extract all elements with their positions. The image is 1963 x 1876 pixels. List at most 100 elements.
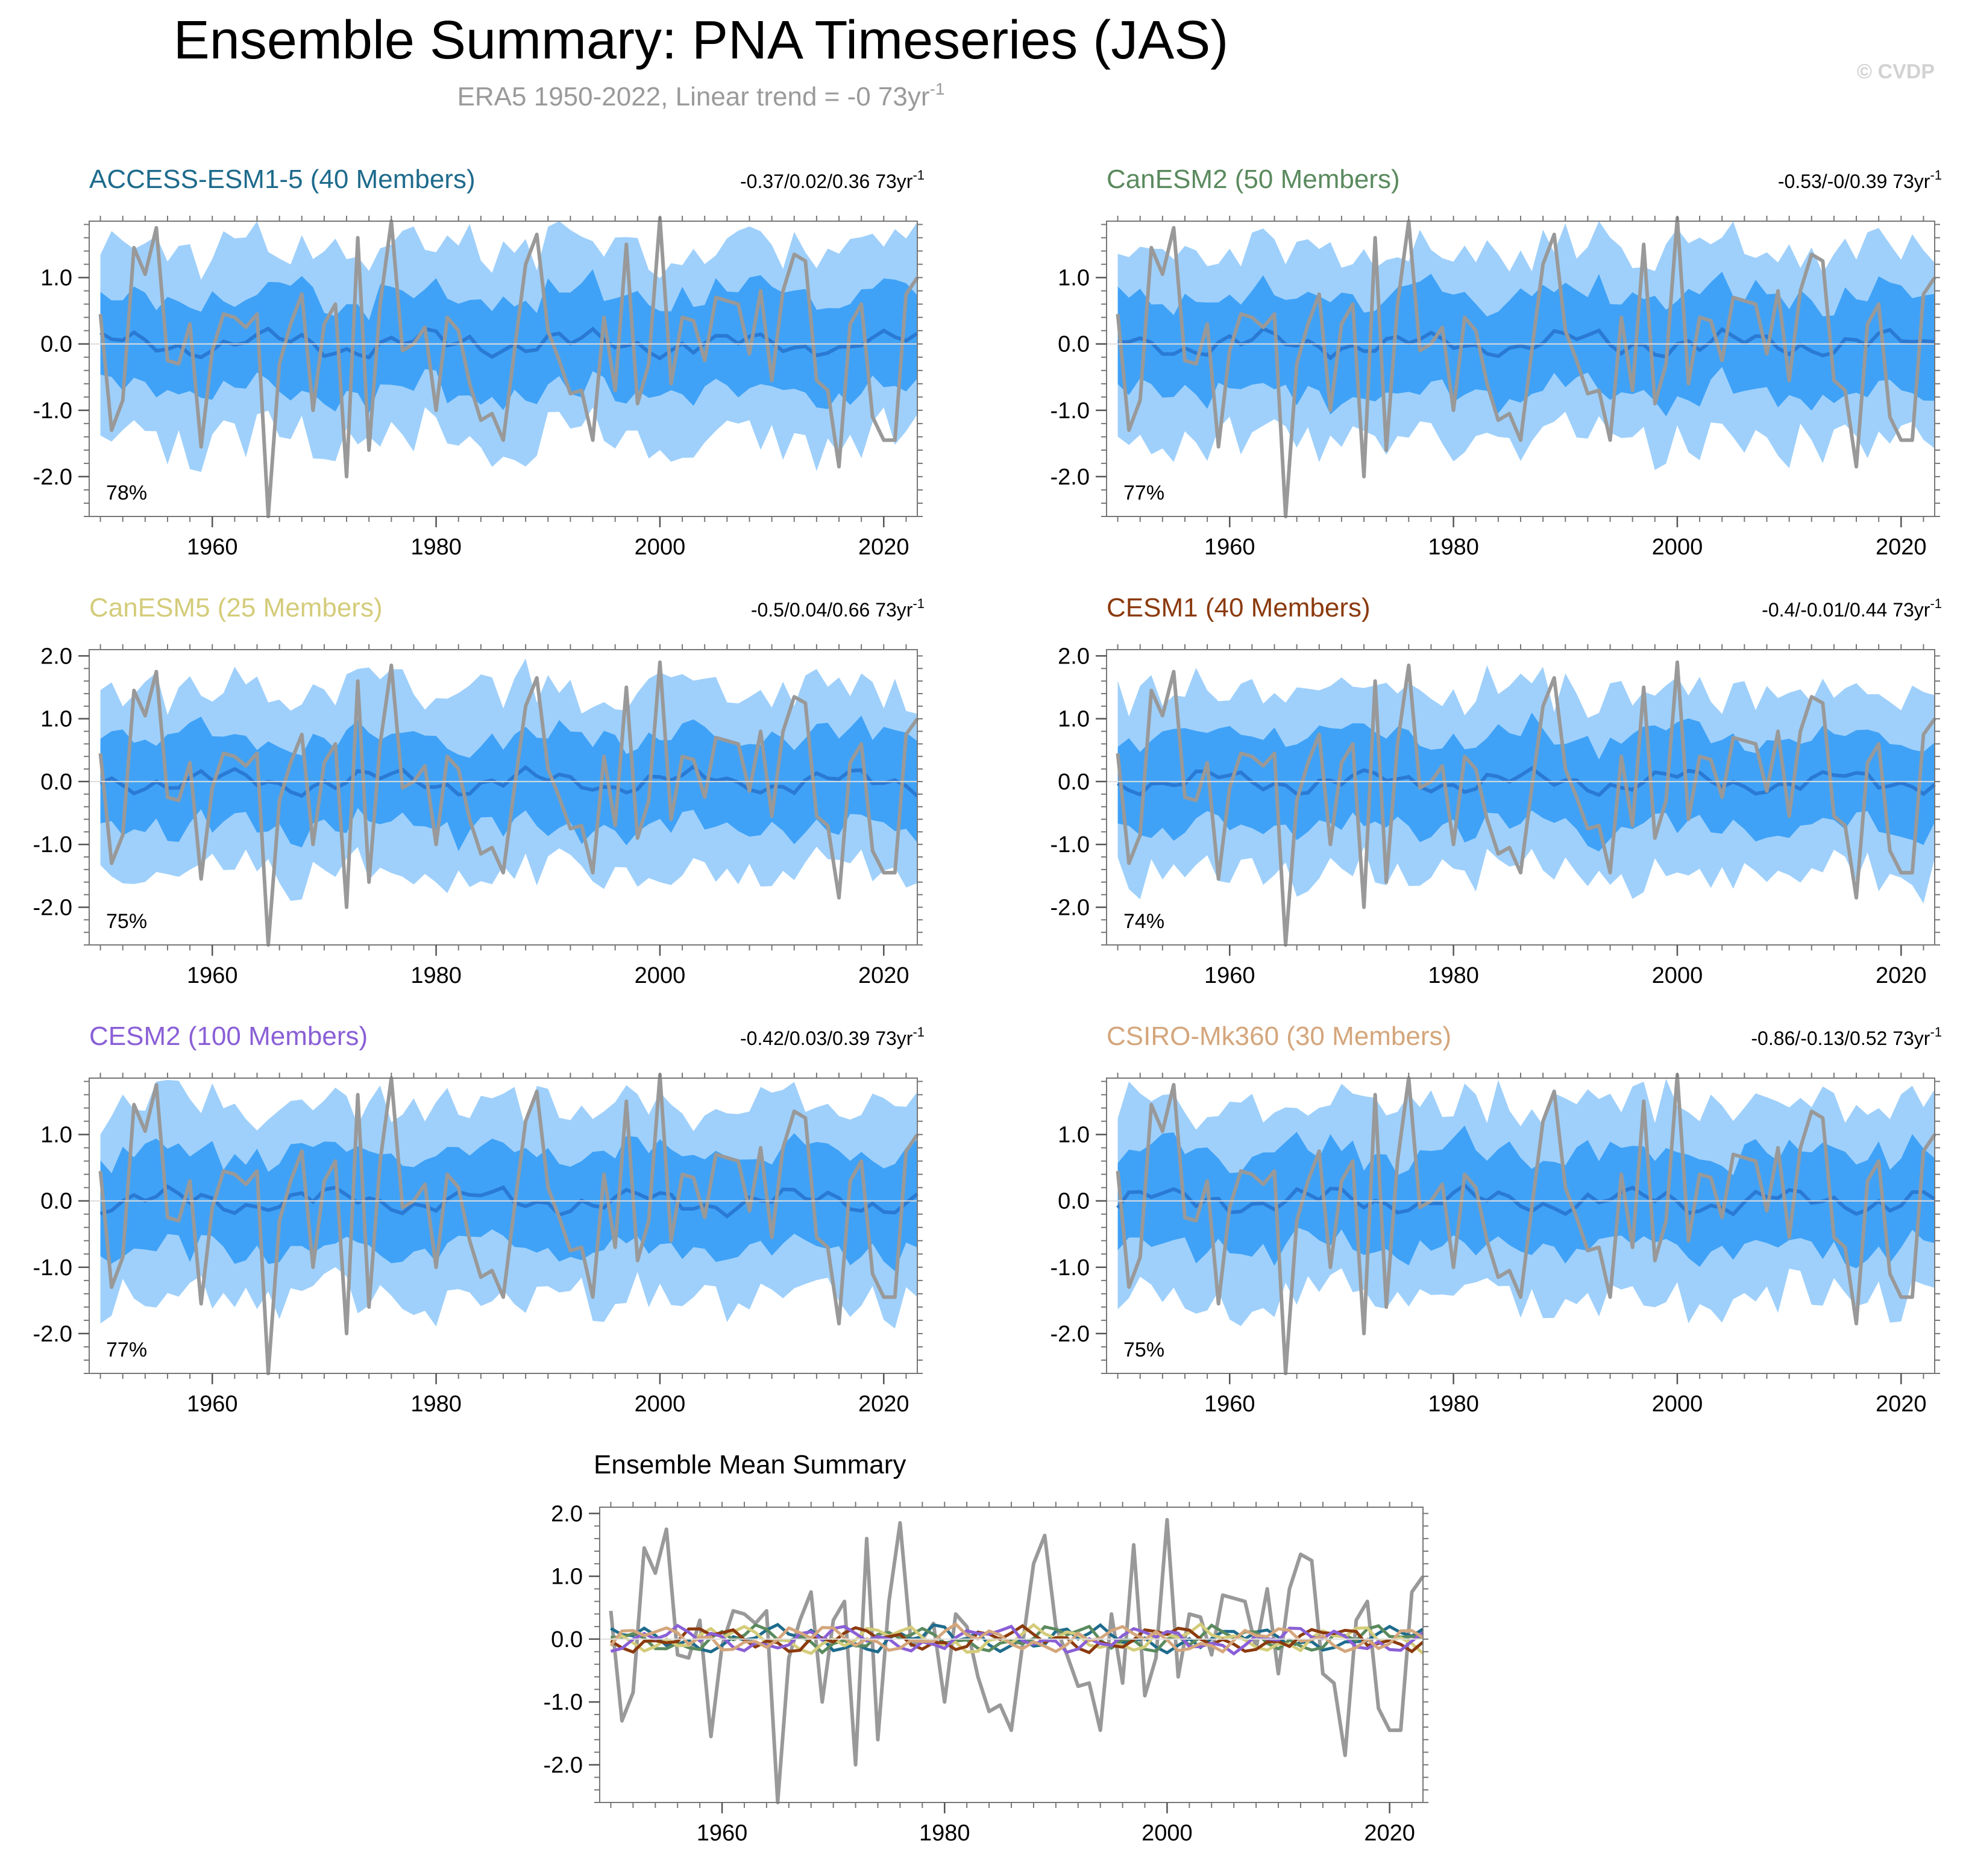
panel-5-x-tick-label: 1980 bbox=[410, 1391, 462, 1417]
panel-6: CSIRO-Mk360 (30 Members) -0.86/-0.13/0.52… bbox=[1051, 1021, 1942, 1417]
summary-y-tick-label: 1.0 bbox=[551, 1564, 583, 1590]
panel-2-percent-label: 77% bbox=[1123, 482, 1164, 504]
panel-2: CanESM2 (50 Members) -0.53/-0/0.39 73yr-1… bbox=[1051, 165, 1942, 560]
panel-3-y-tick-label: -1.0 bbox=[33, 832, 72, 858]
summary-panel: Ensemble Mean Summary 1960 1980 2000 2020 2.0… bbox=[544, 1450, 1428, 1846]
panel-6-x-tick-label: 1980 bbox=[1428, 1391, 1479, 1417]
panel-1-y-tick-label: 0.0 bbox=[40, 332, 72, 357]
summary-x-tick-label: 1960 bbox=[697, 1821, 748, 1846]
panel-4-y-tick-label: -2.0 bbox=[1051, 895, 1090, 920]
panel-4-y-tick-label: -1.0 bbox=[1051, 832, 1090, 858]
figure-subtitle: ERA5 1950-2022, Linear trend = -0 73yr-1 bbox=[457, 80, 945, 111]
panel-4-y-tick-label: 1.0 bbox=[1058, 707, 1090, 732]
panel-1-trend-label: -0.37/0.02/0.36 73yr-1 bbox=[740, 168, 925, 192]
panel-3-trend-label: -0.5/0.04/0.66 73yr-1 bbox=[751, 596, 925, 621]
panel-4-trend-label: -0.4/-0.01/0.44 73yr-1 bbox=[1762, 596, 1942, 621]
panel-5-ensemble-mean-line bbox=[99, 1184, 919, 1219]
panel-1-x-tick-label: 2020 bbox=[858, 535, 909, 560]
panel-2-observation-line bbox=[1116, 216, 1936, 518]
panel-2-y-tick-label: -1.0 bbox=[1051, 398, 1090, 424]
panel-6-y-tick-label: 1.0 bbox=[1058, 1123, 1090, 1148]
panel-5-title: CESM2 (100 Members) bbox=[89, 1021, 368, 1051]
panel-1-y-tick-label: 1.0 bbox=[40, 266, 72, 291]
panels-container: ACCESS-ESM1-5 (40 Members) -0.37/0.02/0.3… bbox=[33, 165, 1942, 1846]
panel-2-y-tick-label: 0.0 bbox=[1058, 332, 1090, 357]
panel-2-x-tick-label: 2000 bbox=[1652, 535, 1703, 560]
panel-6-y-tick-label: -1.0 bbox=[1051, 1255, 1090, 1281]
panel-6-ensemble-mean-line bbox=[1116, 1182, 1936, 1217]
panel-3-x-tick-label: 2020 bbox=[858, 963, 909, 988]
summary-mean-line-2 bbox=[611, 1623, 1424, 1655]
panel-5-observation-line bbox=[98, 1073, 919, 1375]
panel-4-ensemble-mean-line bbox=[1117, 766, 1936, 797]
panel-5-x-tick-label: 2000 bbox=[635, 1391, 686, 1417]
panel-6-x-tick-label: 2000 bbox=[1652, 1391, 1703, 1417]
panel-4-y-tick-label: 0.0 bbox=[1058, 770, 1090, 795]
panel-1-x-tick-label: 2000 bbox=[635, 535, 686, 560]
summary-x-tick-label: 1980 bbox=[919, 1821, 970, 1846]
panel-4-x-tick-label: 1980 bbox=[1428, 963, 1479, 988]
panel-3-x-tick-label: 2000 bbox=[635, 963, 686, 988]
summary-observation-line bbox=[609, 1517, 1425, 1804]
panel-3-percent-label: 75% bbox=[106, 910, 147, 933]
panel-4-x-tick-label: 2000 bbox=[1652, 963, 1703, 988]
summary-title: Ensemble Mean Summary bbox=[594, 1450, 906, 1479]
panel-4-observation-line bbox=[1116, 660, 1936, 947]
panel-1-y-tick-label: -2.0 bbox=[33, 465, 72, 490]
summary-y-tick-label: 0.0 bbox=[551, 1627, 583, 1652]
panel-3-x-tick-label: 1960 bbox=[187, 963, 238, 988]
panel-6-percent-label: 75% bbox=[1123, 1338, 1164, 1361]
panel-1-x-tick-label: 1960 bbox=[187, 535, 238, 560]
summary-frame bbox=[599, 1507, 1424, 1803]
panel-3-y-tick-label: 0.0 bbox=[40, 770, 72, 795]
panel-6-x-tick-label: 2020 bbox=[1876, 1391, 1927, 1417]
figure-title: Ensemble Summary: PNA Timeseries (JAS) bbox=[174, 10, 1228, 71]
panel-2-x-tick-label: 1960 bbox=[1204, 535, 1255, 560]
panel-5-trend-label: -0.42/0.03/0.39 73yr-1 bbox=[740, 1024, 925, 1049]
panel-6-inner-band bbox=[1117, 1125, 1935, 1269]
panel-2-y-tick-label: -2.0 bbox=[1051, 465, 1090, 490]
panel-1-percent-label: 78% bbox=[106, 482, 147, 504]
panel-3-y-tick-label: 1.0 bbox=[40, 707, 72, 732]
panel-1-title: ACCESS-ESM1-5 (40 Members) bbox=[89, 165, 476, 194]
summary-mean-line-6 bbox=[609, 1622, 1424, 1654]
summary-y-tick-label: -2.0 bbox=[544, 1752, 583, 1778]
summary-y-tick-label: -1.0 bbox=[544, 1690, 583, 1715]
panel-5-y-tick-label: -2.0 bbox=[33, 1322, 72, 1347]
panel-2-ensemble-mean-line bbox=[1117, 327, 1935, 361]
panel-1-y-tick-label: -1.0 bbox=[33, 398, 72, 424]
panel-5-y-tick-label: 1.0 bbox=[40, 1123, 72, 1148]
panel-6-y-tick-label: -2.0 bbox=[1051, 1322, 1090, 1347]
panel-6-x-tick-label: 1960 bbox=[1204, 1391, 1255, 1417]
panel-4-percent-label: 74% bbox=[1123, 910, 1164, 933]
panel-3-y-tick-label: -2.0 bbox=[33, 895, 72, 920]
panel-5-y-tick-label: -1.0 bbox=[33, 1255, 72, 1281]
panel-2-y-tick-label: 1.0 bbox=[1058, 266, 1090, 291]
panel-5-x-tick-label: 1960 bbox=[187, 1391, 238, 1417]
panel-6-trend-label: -0.86/-0.13/0.52 73yr-1 bbox=[1751, 1024, 1942, 1049]
panel-4-x-tick-label: 2020 bbox=[1876, 963, 1927, 988]
panel-5-x-tick-label: 2020 bbox=[858, 1391, 909, 1417]
panel-5-percent-label: 77% bbox=[106, 1338, 147, 1361]
panel-2-x-tick-label: 2020 bbox=[1876, 535, 1927, 560]
panel-3-y-tick-label: 2.0 bbox=[40, 644, 72, 669]
panel-4-title: CESM1 (40 Members) bbox=[1107, 593, 1371, 623]
summary-y-tick-label: 2.0 bbox=[551, 1501, 583, 1526]
panel-1: ACCESS-ESM1-5 (40 Members) -0.37/0.02/0.3… bbox=[33, 165, 925, 560]
panel-1-x-tick-label: 1980 bbox=[410, 535, 462, 560]
panel-4-x-tick-label: 1960 bbox=[1204, 963, 1255, 988]
panel-6-observation-line bbox=[1116, 1073, 1936, 1375]
panel-3: CanESM5 (25 Members) -0.5/0.04/0.66 73yr-… bbox=[33, 593, 925, 988]
panel-6-y-tick-label: 0.0 bbox=[1058, 1189, 1090, 1214]
panel-2-x-tick-label: 1980 bbox=[1428, 535, 1479, 560]
summary-x-tick-label: 2000 bbox=[1142, 1821, 1193, 1846]
panel-5-y-tick-label: 0.0 bbox=[40, 1189, 72, 1214]
panel-5: CESM2 (100 Members) -0.42/0.03/0.39 73yr-… bbox=[33, 1021, 925, 1417]
panel-3-observation-line bbox=[98, 660, 919, 947]
copyright-label: © CVDP bbox=[1857, 60, 1935, 83]
panel-1-observation-line bbox=[98, 216, 919, 518]
panel-3-x-tick-label: 1980 bbox=[410, 963, 462, 988]
panel-4: CESM1 (40 Members) -0.4/-0.01/0.44 73yr-1… bbox=[1051, 593, 1942, 988]
summary-x-tick-label: 2020 bbox=[1364, 1821, 1415, 1846]
